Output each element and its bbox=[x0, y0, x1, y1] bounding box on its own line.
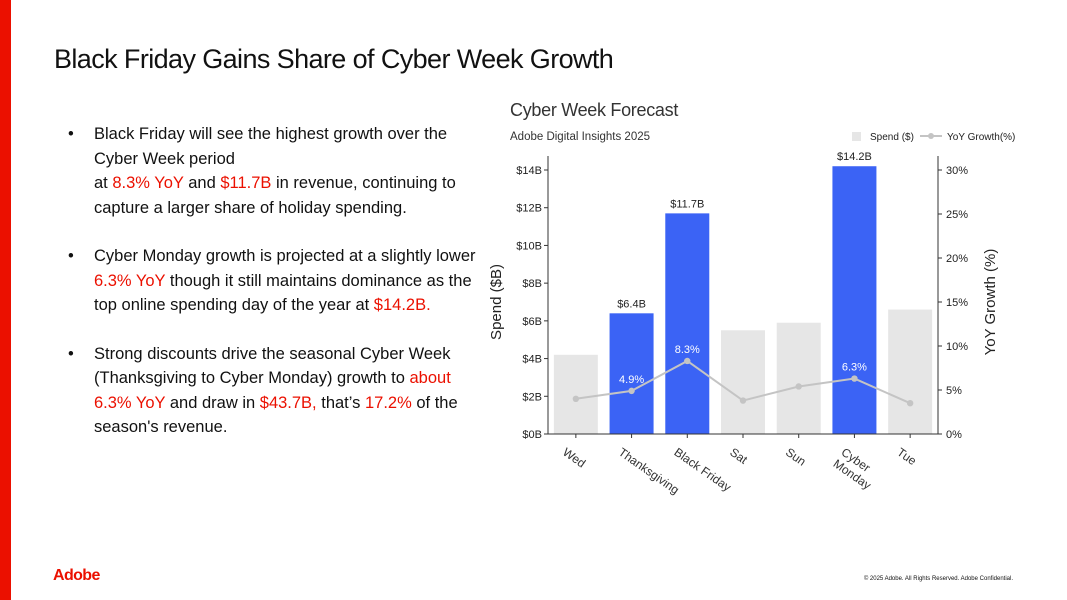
copyright-footer: © 2025 Adobe. All Rights Reserved. Adobe… bbox=[863, 576, 1013, 582]
highlight-text: 17.2% bbox=[364, 393, 412, 412]
left-tick-label: $14B bbox=[516, 165, 542, 177]
left-tick-label: $2B bbox=[522, 391, 542, 403]
bar bbox=[665, 213, 710, 434]
growth-point bbox=[851, 375, 858, 382]
bar bbox=[609, 313, 654, 434]
left-tick-label: $0B bbox=[522, 429, 542, 441]
x-category-line: Tue bbox=[894, 445, 919, 468]
right-tick-label: 30% bbox=[946, 165, 968, 177]
chart-title: Cyber Week Forecast bbox=[510, 100, 679, 120]
x-category-label: Thanksgiving bbox=[616, 445, 682, 497]
bullet-text: of the season's revenue. bbox=[94, 393, 458, 437]
x-category-label: CyberMonday bbox=[831, 445, 882, 492]
legend-bar-swatch bbox=[852, 132, 861, 141]
legend-label: YoY Growth(%) bbox=[947, 132, 1015, 143]
bullet-text: Black Friday will see the highest growth… bbox=[94, 125, 448, 168]
bullet-marker: • bbox=[68, 125, 74, 143]
bullet-marker: • bbox=[68, 247, 74, 265]
x-category-label: Tue bbox=[894, 445, 919, 468]
y-axis-title: Spend ($B) bbox=[488, 264, 505, 340]
bar bbox=[888, 309, 933, 434]
growth-value-label: 8.3% bbox=[675, 344, 700, 356]
bullet-text: and draw in bbox=[165, 393, 260, 412]
x-category-label: Sun bbox=[783, 445, 809, 469]
growth-point bbox=[684, 357, 691, 365]
chart-subtitle: Adobe Digital Insights 2025 bbox=[510, 131, 651, 143]
legend-label: Spend ($) bbox=[870, 132, 914, 143]
bullet-text: that’s bbox=[316, 393, 365, 412]
bar bbox=[553, 354, 598, 434]
growth-point bbox=[739, 397, 747, 404]
bar-value-label: $14.2B bbox=[837, 151, 872, 163]
x-category-label: Wed bbox=[560, 445, 588, 471]
highlight-text: $43.7B, bbox=[259, 393, 317, 412]
bullet-text: and bbox=[183, 174, 221, 192]
highlight-text: 8.3% YoY bbox=[112, 174, 184, 192]
y2-axis-title: YoY Growth (%) bbox=[982, 249, 999, 356]
x-category-line: Sat bbox=[727, 445, 750, 467]
bullet-text: though it still maintains dominance as t… bbox=[94, 271, 472, 315]
highlight-text: 6.3% YoY bbox=[94, 271, 166, 290]
right-tick-label: 0% bbox=[946, 429, 962, 441]
bullet-text: Strong discounts drive the seasonal Cybe… bbox=[94, 344, 451, 388]
x-category-label: Black Friday bbox=[672, 445, 734, 494]
bullet-text: in revenue, continuing to capture a larg… bbox=[94, 174, 456, 217]
growth-point bbox=[795, 383, 802, 390]
x-category-line: Sun bbox=[783, 445, 809, 469]
accent-bar bbox=[0, 0, 11, 600]
slide-title: Black Friday Gains Share of Cyber Week G… bbox=[54, 44, 614, 74]
bar-value-label: $6.4B bbox=[617, 298, 646, 310]
bar-value-label: $11.7B bbox=[670, 198, 704, 210]
bullet-marker: • bbox=[68, 344, 74, 363]
highlight-text: about 6.3% YoY bbox=[94, 369, 451, 412]
highlight-text: $14.2B. bbox=[373, 296, 431, 314]
left-tick-label: $10B bbox=[516, 240, 542, 252]
x-category-label: Sat bbox=[727, 445, 750, 467]
cyber-week-chart: $0B $2B $4B $6B $8B $10B $12B $14B 0% 5% 10% 15% 20%… bbox=[488, 132, 1015, 497]
right-tick-label: 5% bbox=[946, 385, 962, 397]
x-category-line: Wed bbox=[560, 445, 588, 471]
bullet-list: • Black Friday will see the highest grow… bbox=[68, 122, 478, 464]
x-category-line: Black Friday bbox=[672, 445, 734, 494]
highlight-text: $11.7B bbox=[220, 174, 272, 192]
bullet-text: Cyber Monday growth is projected at a sl… bbox=[94, 247, 476, 265]
left-tick-label: $4B bbox=[522, 354, 542, 366]
growth-value-label: 6.3% bbox=[842, 362, 867, 374]
bar bbox=[776, 322, 821, 434]
right-tick-label: 20% bbox=[946, 253, 968, 265]
growth-point bbox=[906, 400, 914, 407]
growth-point bbox=[572, 395, 580, 402]
legend-line-marker bbox=[928, 133, 934, 139]
bullet-item: • Black Friday will see the highest grow… bbox=[68, 122, 478, 220]
left-tick-label: $12B bbox=[516, 203, 542, 215]
growth-point bbox=[628, 387, 635, 395]
right-tick-label: 15% bbox=[946, 297, 968, 309]
bar bbox=[721, 330, 765, 434]
bar bbox=[832, 166, 877, 434]
x-category-line: Thanksgiving bbox=[616, 445, 682, 497]
growth-value-label: 4.9% bbox=[619, 374, 644, 386]
right-tick-label: 10% bbox=[946, 341, 968, 353]
right-tick-label: 25% bbox=[946, 209, 968, 221]
left-tick-label: $6B bbox=[522, 316, 542, 328]
bullet-text: at bbox=[94, 174, 113, 192]
adobe-logo: Adobe bbox=[53, 567, 100, 584]
bullet-item: • Cyber Monday growth is projected at a … bbox=[68, 244, 478, 318]
left-tick-label: $8B bbox=[522, 278, 542, 290]
bullet-item: • Strong discounts drive the seasonal Cy… bbox=[68, 342, 478, 440]
